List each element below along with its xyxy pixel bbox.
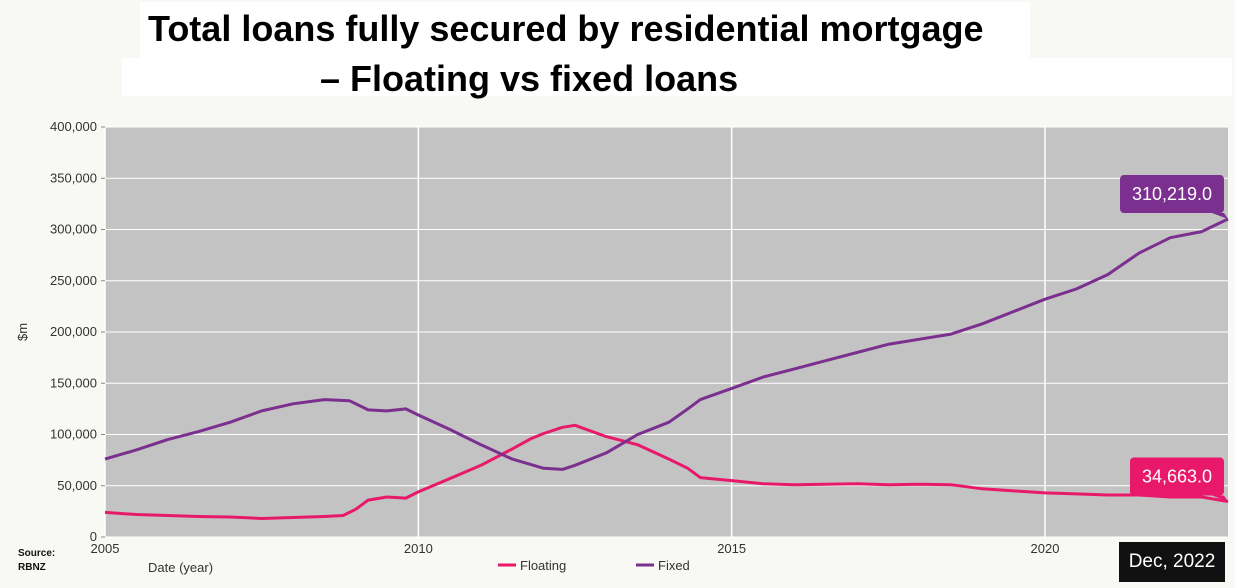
value-callouts: 310,219.0 34,663.0	[1120, 175, 1228, 502]
x-tick-label: 2020	[1031, 541, 1060, 556]
chart-title-line1: Total loans fully secured by residential…	[148, 8, 984, 49]
title-band-2	[122, 58, 1232, 96]
y-tick-label: 350,000	[50, 170, 97, 185]
callout-label-floating: 34,663.0	[1142, 466, 1212, 486]
legend: Floating Fixed	[498, 558, 690, 573]
callout-pointer-fixed	[1212, 213, 1228, 220]
callout-pointer-floating	[1212, 495, 1228, 502]
y-tick-label: 50,000	[57, 478, 97, 493]
source-value: RBNZ	[18, 562, 46, 573]
source-label: Source:	[18, 548, 56, 559]
x-axis-label: Date (year)	[148, 560, 213, 575]
y-tick-label: 200,000	[50, 324, 97, 339]
x-tick-label: 2010	[404, 541, 433, 556]
y-tick-label: 250,000	[50, 273, 97, 288]
y-tick-label: 300,000	[50, 222, 97, 237]
title-band-1	[140, 2, 1030, 58]
callout-box-floating	[1130, 457, 1224, 496]
legend-label-fixed: Fixed	[658, 558, 690, 573]
y-tick-label: 400,000	[50, 119, 97, 134]
y-tick-label: 100,000	[50, 427, 97, 442]
y-tick-label: 150,000	[50, 375, 97, 390]
chart-title-line2: – Floating vs fixed loans	[320, 58, 739, 99]
x-tick-label: 2015	[717, 541, 746, 556]
y-tick-label: 0	[90, 529, 97, 544]
x-tick-label: 2005	[91, 541, 120, 556]
series-lines	[104, 217, 1229, 520]
callout-label-fixed: 310,219.0	[1132, 184, 1212, 204]
series-line-fixed	[104, 217, 1229, 471]
series-line-floating	[104, 423, 1229, 520]
legend-label-floating: Floating	[520, 558, 566, 573]
date-badge: Dec, 2022	[1119, 542, 1225, 582]
callout-box-fixed	[1120, 175, 1224, 214]
y-axis-label: $m	[15, 323, 30, 341]
y-axis-ticks: 0 50,000 100,000 150,000 200,000 250,000 300,0…	[50, 119, 105, 544]
x-axis-ticks: 2005 2010 2015 2020	[91, 541, 1060, 556]
